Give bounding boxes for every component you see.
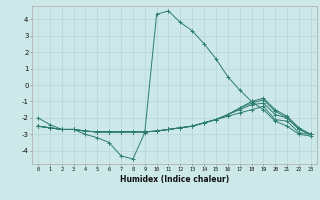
X-axis label: Humidex (Indice chaleur): Humidex (Indice chaleur) (120, 175, 229, 184)
